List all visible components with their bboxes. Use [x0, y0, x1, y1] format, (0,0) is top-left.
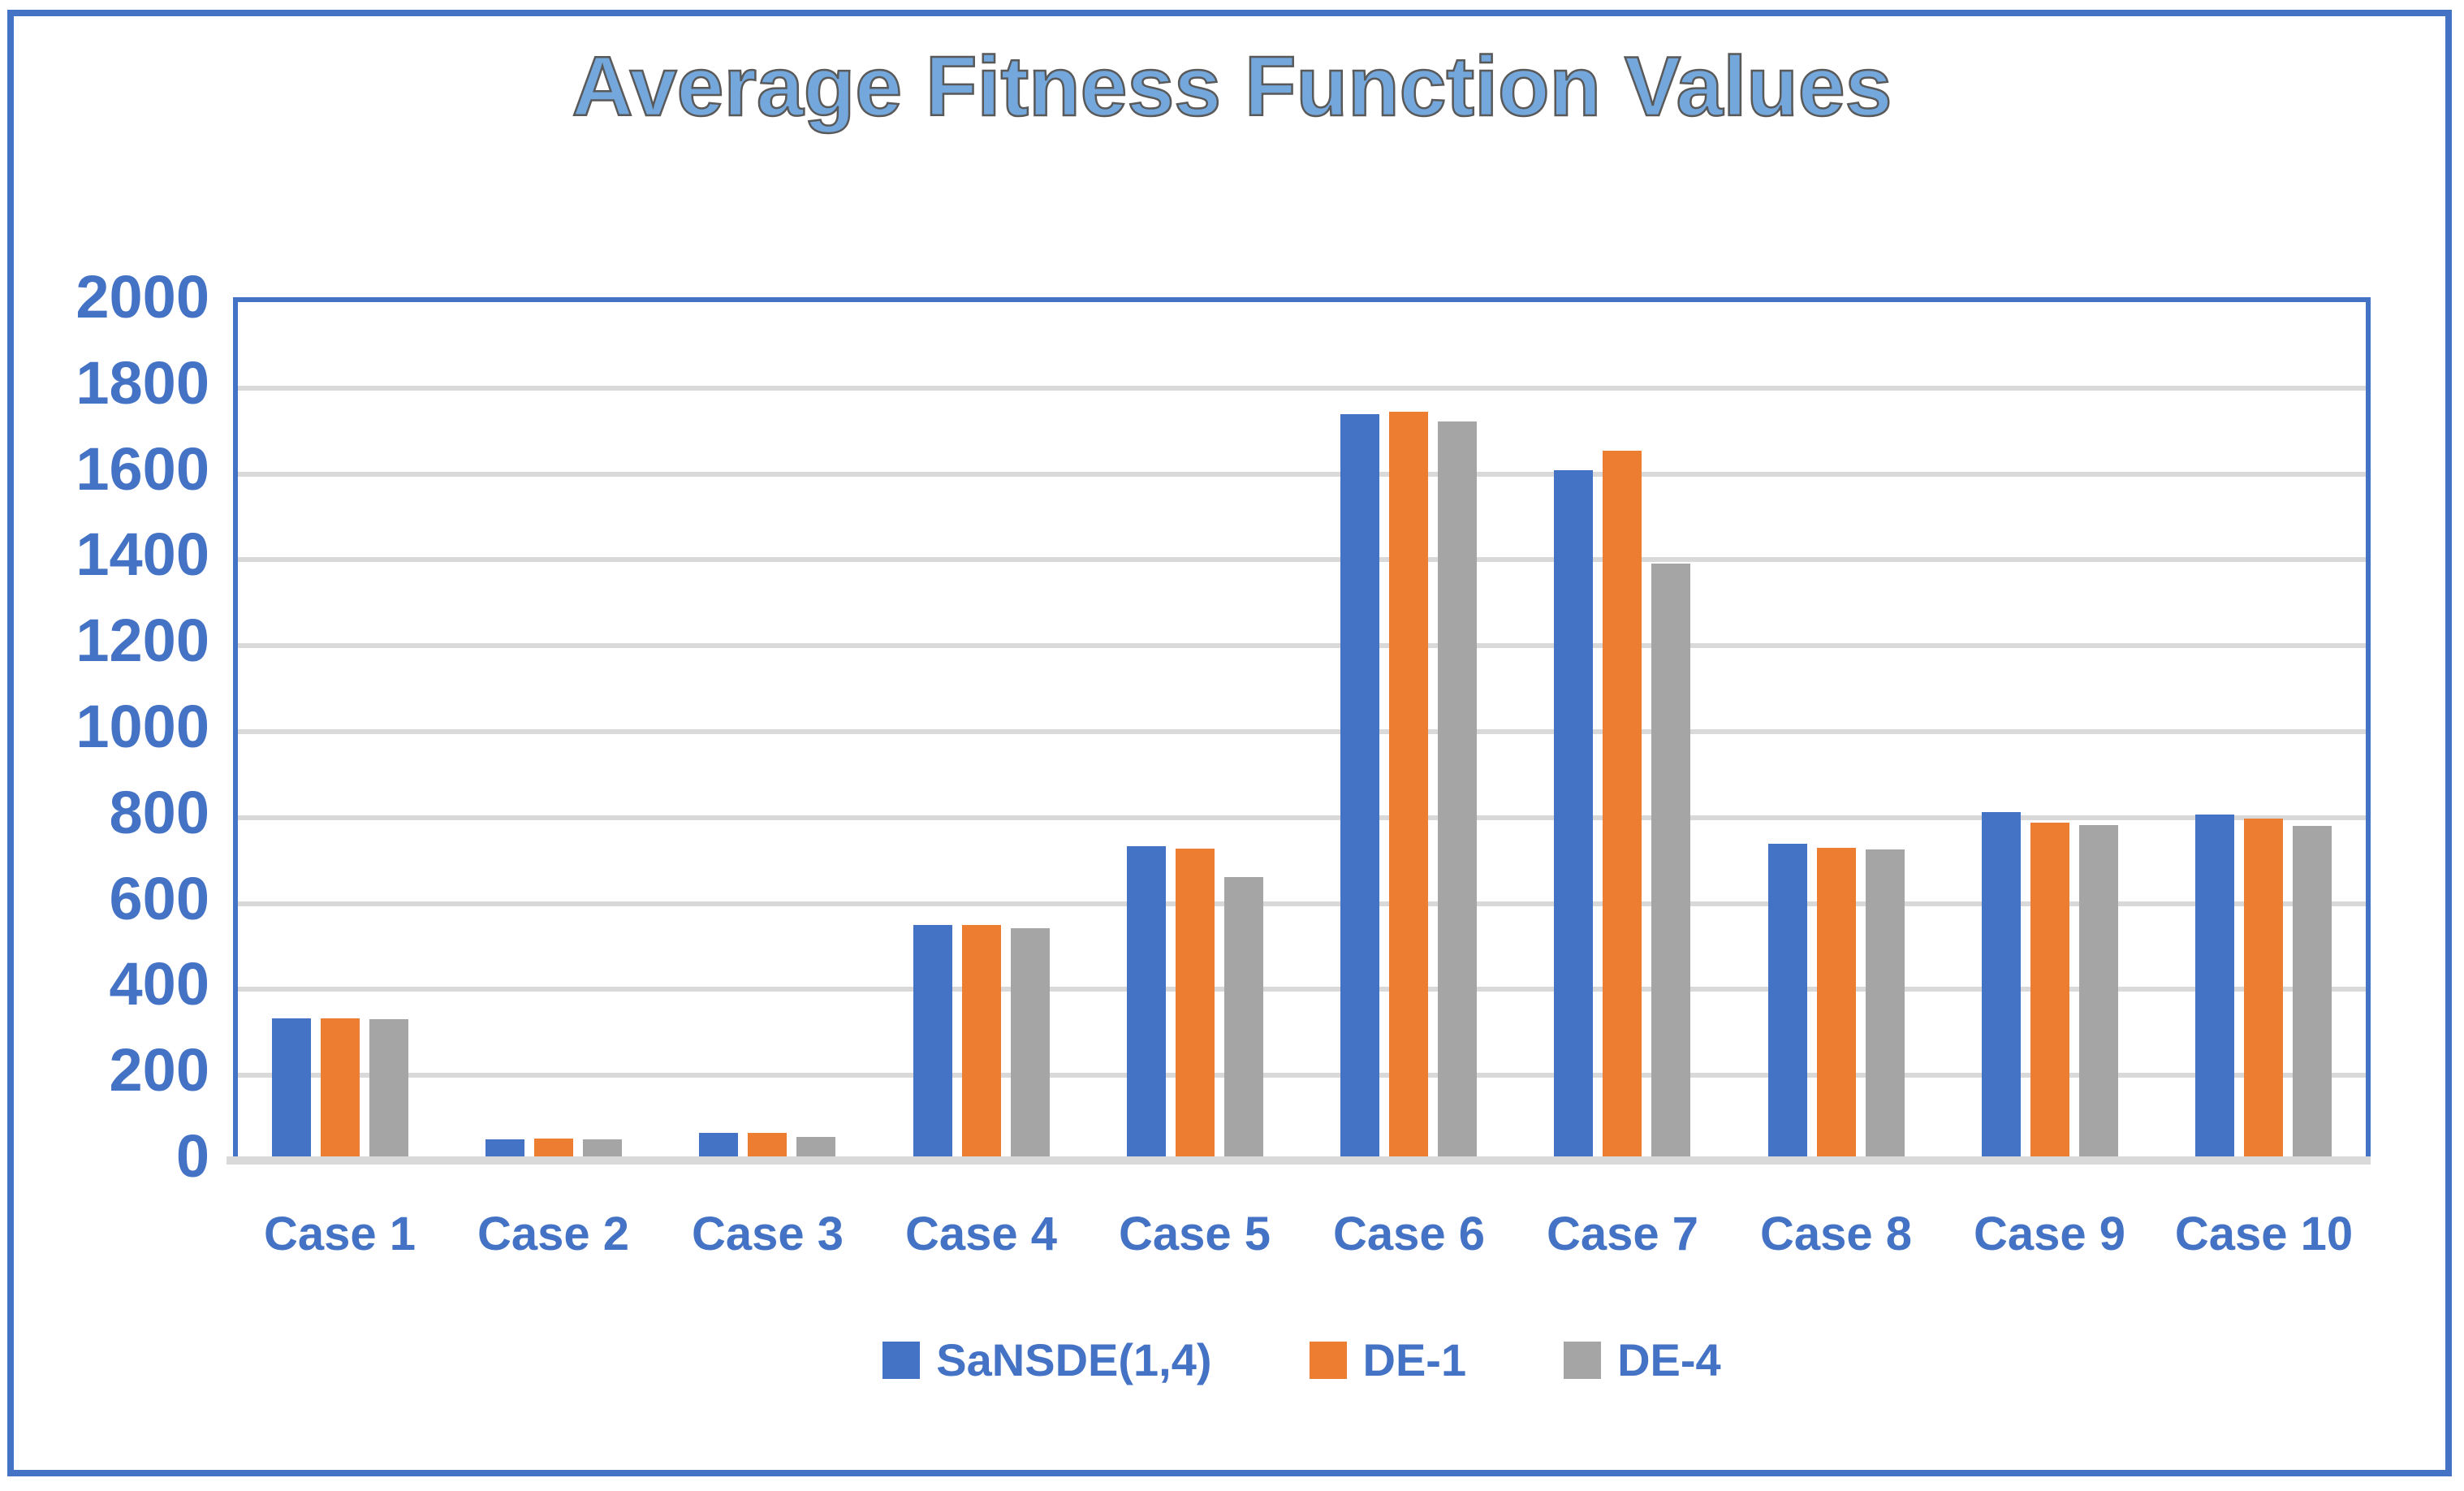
bar-de-1-case-7 [1603, 451, 1642, 1156]
bar-de-1-case-9 [2030, 823, 2069, 1156]
bar-de-1-case-3 [748, 1133, 787, 1156]
y-tick-label: 400 [109, 950, 209, 1018]
gridline [238, 471, 2366, 477]
bar-de-1-case-10 [2244, 819, 2283, 1156]
gridline [238, 729, 2366, 734]
legend-item-sansde-1-4: SaNSDE(1,4) [882, 1333, 1212, 1386]
y-tick-label: 1400 [76, 521, 209, 589]
x-axis-label-case-1: Case 1 [263, 1208, 416, 1260]
x-axis-label-case-8: Case 8 [1759, 1208, 1913, 1260]
x-axis-label-case-3: Case 3 [691, 1208, 844, 1260]
x-axis-label-case-4: Case 4 [904, 1208, 1058, 1260]
bar-de-4-case-8 [1866, 849, 1905, 1156]
bar-de-4-case-10 [2293, 826, 2332, 1156]
bar-sansde-1-4-case-8 [1768, 844, 1807, 1156]
bar-de-4-case-7 [1651, 564, 1690, 1156]
gridline [238, 643, 2366, 649]
x-axis-label-case-10: Case 10 [2174, 1208, 2354, 1260]
x-axis-label-case-7: Case 7 [1546, 1208, 1699, 1260]
legend-item-de-4: DE-4 [1564, 1333, 1721, 1386]
plot-area [233, 297, 2371, 1156]
y-tick-label: 1600 [76, 434, 209, 503]
y-tick-label: 1000 [76, 693, 209, 760]
gridline [238, 987, 2366, 992]
bar-sansde-1-4-case-2 [485, 1139, 524, 1156]
bar-de-1-case-4 [962, 925, 1001, 1156]
gridline [238, 385, 2366, 391]
gridline [238, 901, 2366, 906]
bar-de-4-case-5 [1224, 877, 1263, 1156]
legend-item-de-1: DE-1 [1309, 1333, 1467, 1386]
bar-de-4-case-2 [583, 1139, 622, 1156]
bar-de-1-case-2 [534, 1139, 573, 1156]
bar-sansde-1-4-case-9 [1982, 812, 2021, 1156]
y-tick-label: 600 [109, 864, 209, 932]
x-axis-label-case-5: Case 5 [1118, 1208, 1271, 1260]
x-axis-line [227, 1156, 2371, 1165]
legend: SaNSDE(1,4) DE-1 DE-4 [233, 1333, 2371, 1386]
bar-de-4-case-9 [2079, 825, 2118, 1156]
legend-swatch-icon [1564, 1341, 1602, 1379]
bar-sansde-1-4-case-3 [699, 1133, 738, 1156]
y-tick-label: 1800 [76, 348, 209, 417]
chart-title: Average Fitness Function Values [571, 39, 1892, 136]
y-tick-label: 800 [109, 778, 209, 846]
y-tick-label: 200 [109, 1036, 209, 1104]
legend-label: DE-4 [1617, 1334, 1721, 1385]
x-axis-label-case-6: Case 6 [1332, 1208, 1486, 1260]
bar-de-4-case-4 [1011, 928, 1050, 1156]
bar-sansde-1-4-case-4 [913, 925, 952, 1156]
x-axis-label-case-9: Case 9 [1973, 1208, 2126, 1260]
bar-sansde-1-4-case-6 [1340, 414, 1379, 1156]
bar-de-1-case-8 [1817, 848, 1856, 1156]
gridline [238, 815, 2366, 820]
x-axis-label-case-2: Case 2 [477, 1208, 630, 1260]
bar-de-1-case-1 [321, 1018, 360, 1156]
bar-de-4-case-1 [369, 1019, 408, 1156]
bar-de-1-case-5 [1176, 849, 1215, 1156]
bar-de-4-case-3 [796, 1137, 835, 1156]
y-tick-label: 2000 [76, 263, 209, 331]
bar-sansde-1-4-case-10 [2195, 815, 2234, 1156]
bar-de-1-case-6 [1389, 412, 1428, 1156]
legend-swatch-icon [882, 1341, 921, 1379]
legend-label: DE-1 [1362, 1334, 1467, 1385]
bar-sansde-1-4-case-5 [1127, 846, 1166, 1156]
y-tick-label: 0 [175, 1122, 209, 1190]
gridline [238, 1073, 2366, 1078]
legend-label: SaNSDE(1,4) [936, 1334, 1212, 1385]
gridline [238, 557, 2366, 563]
bar-sansde-1-4-case-1 [272, 1018, 311, 1156]
bar-de-4-case-6 [1438, 421, 1477, 1156]
y-tick-label: 1200 [76, 607, 209, 675]
legend-swatch-icon [1309, 1341, 1347, 1379]
bar-sansde-1-4-case-7 [1554, 470, 1593, 1156]
